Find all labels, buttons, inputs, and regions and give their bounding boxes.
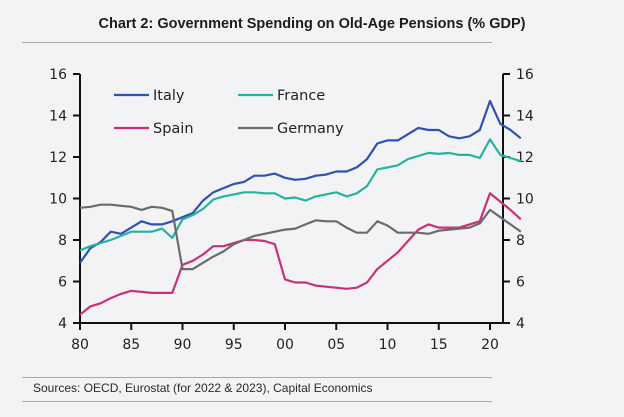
x-tick-label: 85 [122, 337, 140, 353]
x-tick-label: 05 [327, 337, 345, 353]
x-tick-label: 80 [71, 337, 89, 353]
y-tick-label-right: 16 [516, 67, 534, 83]
series-line-italy [79, 99, 522, 264]
y-tick-label-right: 14 [516, 109, 534, 125]
series-line-spain [79, 192, 522, 316]
y-tick-label-left: 12 [49, 150, 67, 166]
y-tick-label-right: 10 [516, 192, 534, 208]
x-tick-label: 15 [430, 337, 448, 353]
y-tick-label-left: 4 [58, 316, 67, 332]
axes: 4 4 6 6 8 8 10 10 12 12 14 14 16 16 80 85 90 95 00 05 10 15 20 [49, 67, 534, 353]
line-chart: 4 4 6 6 8 8 10 10 12 12 14 14 16 16 80 85 90 95 00 05 10 15 20… [49, 67, 534, 353]
x-tick-label: 20 [481, 337, 499, 353]
x-tick-label: 00 [276, 337, 294, 353]
legend-label-france: France [277, 88, 325, 104]
series-line-germany [79, 203, 522, 271]
y-tick-label-left: 16 [49, 67, 67, 83]
y-tick-label-right: 12 [516, 150, 534, 166]
legend: Italy France Spain Germany [114, 88, 344, 137]
x-tick-label: 95 [225, 337, 243, 353]
source-divider-top [22, 377, 492, 378]
chart-title: Chart 2: Government Spending on Old-Age … [98, 16, 526, 32]
y-tick-label-right: 4 [516, 316, 525, 332]
source-divider-bottom [22, 401, 492, 402]
series-lines [79, 99, 522, 316]
legend-label-germany: Germany [277, 121, 344, 137]
series-line-france [79, 138, 522, 252]
legend-label-spain: Spain [153, 121, 194, 137]
y-tick-label-left: 8 [58, 233, 67, 249]
y-tick-label-right: 8 [516, 233, 525, 249]
y-tick-label-right: 6 [516, 275, 525, 291]
y-tick-label-left: 14 [49, 109, 67, 125]
source-note: Sources: OECD, Eurostat (for 2022 & 2023… [33, 381, 373, 395]
legend-label-italy: Italy [153, 88, 185, 104]
y-tick-label-left: 6 [58, 275, 67, 291]
x-tick-label: 10 [379, 337, 397, 353]
y-tick-label-left: 10 [49, 192, 67, 208]
title-divider [22, 42, 492, 43]
x-tick-label: 90 [174, 337, 192, 353]
